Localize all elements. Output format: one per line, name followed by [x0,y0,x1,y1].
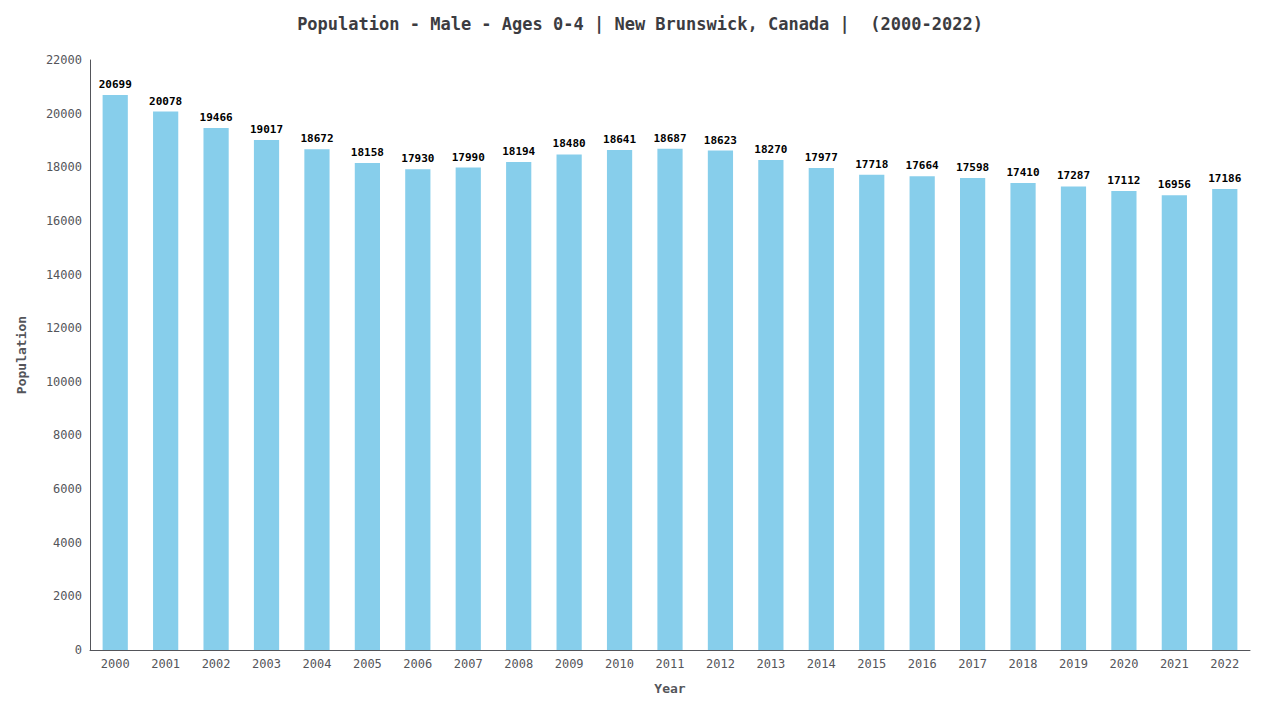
svg-text:4000: 4000 [53,536,82,550]
svg-text:2002: 2002 [202,657,231,671]
svg-text:16000: 16000 [46,214,82,228]
svg-text:2009: 2009 [555,657,584,671]
svg-text:2022: 2022 [1210,657,1239,671]
svg-text:2014: 2014 [807,657,836,671]
svg-text:2003: 2003 [252,657,281,671]
svg-text:2000: 2000 [53,589,82,603]
svg-text:20000: 20000 [46,107,82,121]
svg-text:2007: 2007 [454,657,483,671]
svg-text:0: 0 [75,643,82,657]
svg-text:2004: 2004 [303,657,332,671]
svg-text:Population - Male - Ages 0-4 |: Population - Male - Ages 0-4 | New Bruns… [297,14,983,34]
svg-text:18270: 18270 [754,143,787,156]
svg-text:17598: 17598 [956,161,989,174]
svg-text:19017: 19017 [250,123,283,136]
svg-text:2008: 2008 [504,657,533,671]
svg-text:16956: 16956 [1158,178,1191,191]
svg-text:10000: 10000 [46,375,82,389]
svg-text:18687: 18687 [653,132,686,145]
svg-text:17287: 17287 [1057,169,1090,182]
svg-text:2018: 2018 [1009,657,1038,671]
svg-text:17930: 17930 [401,152,434,165]
svg-text:6000: 6000 [53,482,82,496]
svg-text:2000: 2000 [101,657,130,671]
svg-text:2011: 2011 [656,657,685,671]
svg-text:17718: 17718 [855,158,888,171]
svg-text:19466: 19466 [200,111,233,124]
svg-text:17410: 17410 [1006,166,1039,179]
svg-text:2001: 2001 [151,657,180,671]
svg-text:12000: 12000 [46,321,82,335]
svg-text:2013: 2013 [756,657,785,671]
svg-text:2010: 2010 [605,657,634,671]
svg-text:17664: 17664 [906,159,939,172]
svg-text:2012: 2012 [706,657,735,671]
svg-text:18672: 18672 [300,132,333,145]
svg-text:2016: 2016 [908,657,937,671]
svg-text:2005: 2005 [353,657,382,671]
svg-text:2006: 2006 [403,657,432,671]
svg-text:2019: 2019 [1059,657,1088,671]
svg-text:2015: 2015 [857,657,886,671]
svg-text:17990: 17990 [452,151,485,164]
svg-text:17186: 17186 [1208,172,1241,185]
svg-text:18194: 18194 [502,145,535,158]
svg-text:2017: 2017 [958,657,987,671]
svg-text:22000: 22000 [46,53,82,67]
svg-text:18623: 18623 [704,134,737,147]
svg-text:20078: 20078 [149,95,182,108]
svg-text:18641: 18641 [603,133,636,146]
svg-text:17977: 17977 [805,151,838,164]
svg-text:Year: Year [654,681,685,696]
svg-text:17112: 17112 [1107,174,1140,187]
svg-text:18480: 18480 [553,137,586,150]
svg-text:2020: 2020 [1109,657,1138,671]
svg-text:18000: 18000 [46,160,82,174]
svg-text:Population: Population [14,316,29,394]
svg-text:14000: 14000 [46,268,82,282]
svg-text:20699: 20699 [99,78,132,91]
svg-text:18158: 18158 [351,146,384,159]
svg-text:8000: 8000 [53,428,82,442]
svg-text:2021: 2021 [1160,657,1189,671]
